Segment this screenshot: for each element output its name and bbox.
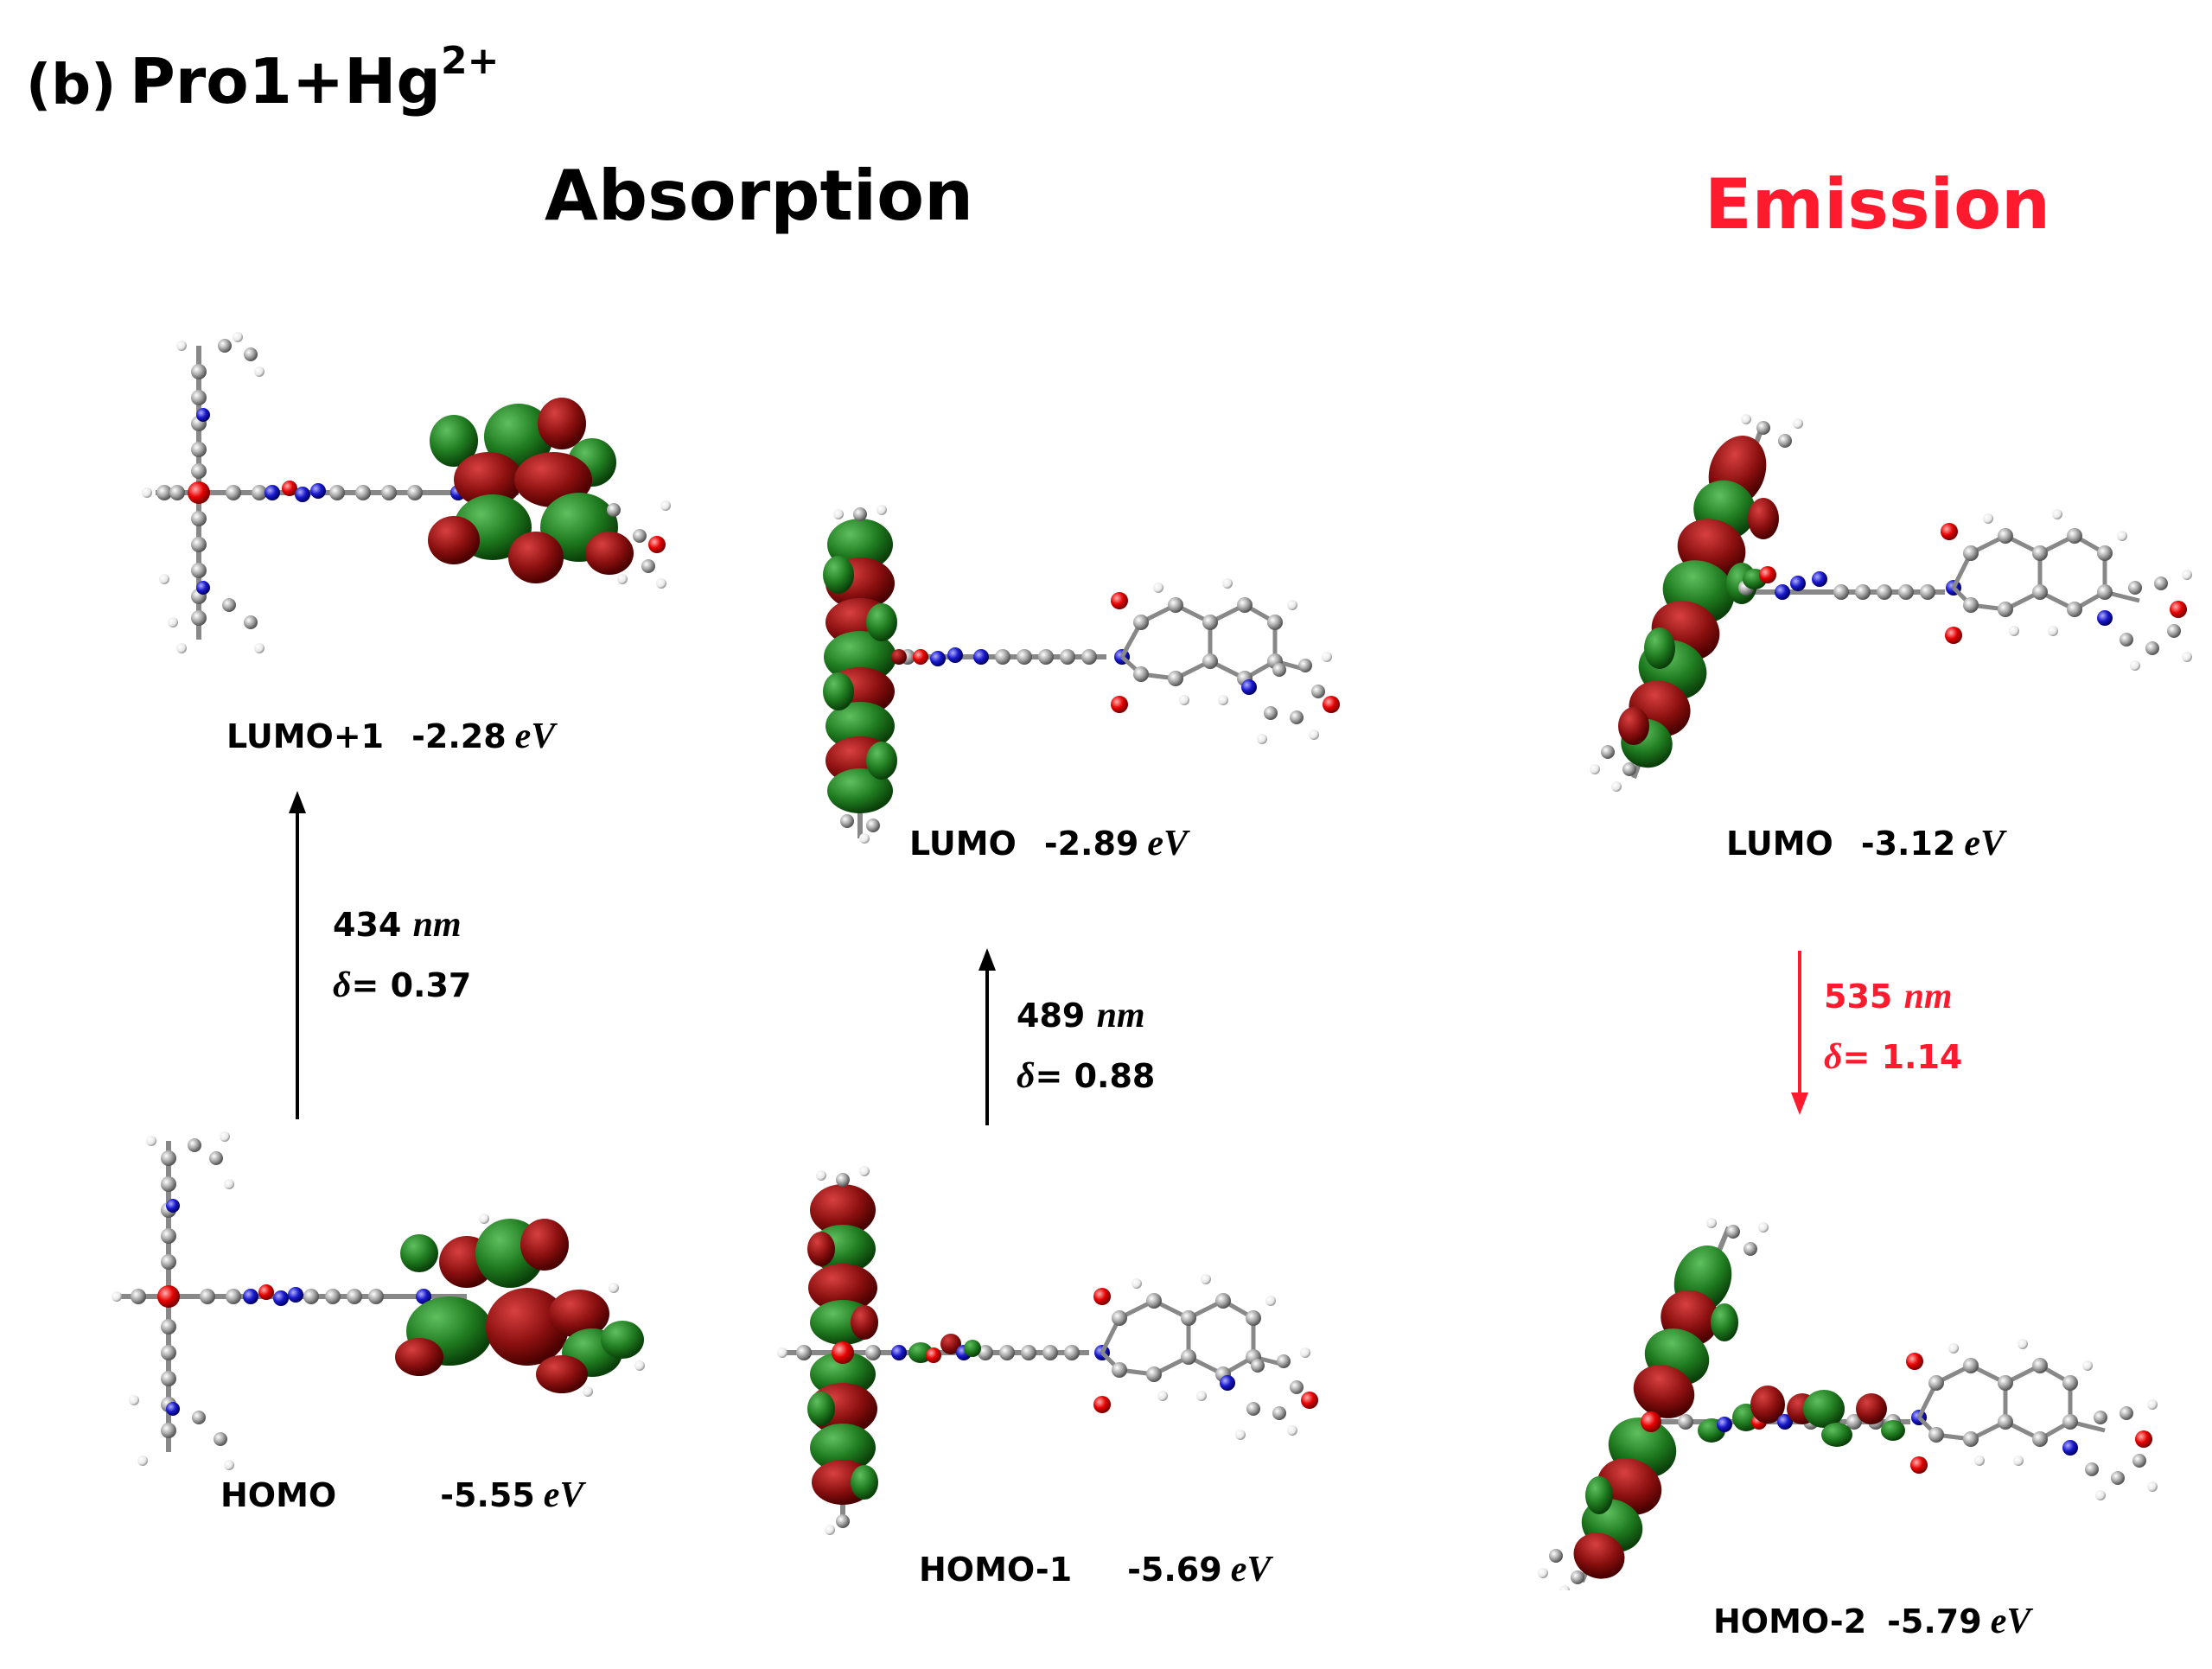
homo-minus1-label: HOMO-1 -5.69 eV	[919, 1550, 1272, 1589]
transition-3-text: 535 nm δ= 1.14	[1824, 977, 1963, 1077]
lumo-emission-label: LUMO -3.12 eV	[1726, 824, 2005, 863]
homo-minus2-molecule-icon	[1538, 1218, 2158, 1590]
transition-arrow-2-icon	[979, 948, 996, 1125]
transition-arrow-3-icon	[1791, 951, 1808, 1115]
lumo-absorption-label: LUMO -2.89 eV	[909, 824, 1189, 863]
panel-label: (b)	[26, 54, 117, 118]
lumo-plus1-molecule-icon	[142, 332, 671, 653]
homo-minus1-molecule-icon	[777, 1166, 1318, 1535]
panel-title-superscript: 2+	[440, 39, 500, 83]
lumo-plus1-label: LUMO+1 -2.28 eV	[226, 717, 556, 756]
transition-arrow-1-icon	[289, 791, 306, 1119]
homo-minus2-label: HOMO-2 -5.79 eV	[1713, 1602, 2031, 1641]
transition-1-text: 434 nm δ= 0.37	[333, 905, 472, 1005]
panel-title-text: Pro1+Hg	[130, 45, 441, 118]
lumo-emission-molecule-icon	[1590, 414, 2192, 792]
emission-heading: Emission	[1705, 164, 2050, 245]
homo-label: HOMO -5.55 eV	[220, 1475, 584, 1515]
transition-2-text: 489 nm δ= 0.88	[1017, 996, 1156, 1096]
homo-molecule-icon	[112, 1131, 645, 1470]
lumo-absorption-molecule-icon	[823, 505, 1340, 844]
panel-title: Pro1+Hg2+	[130, 39, 499, 118]
absorption-heading: Absorption	[545, 156, 974, 236]
